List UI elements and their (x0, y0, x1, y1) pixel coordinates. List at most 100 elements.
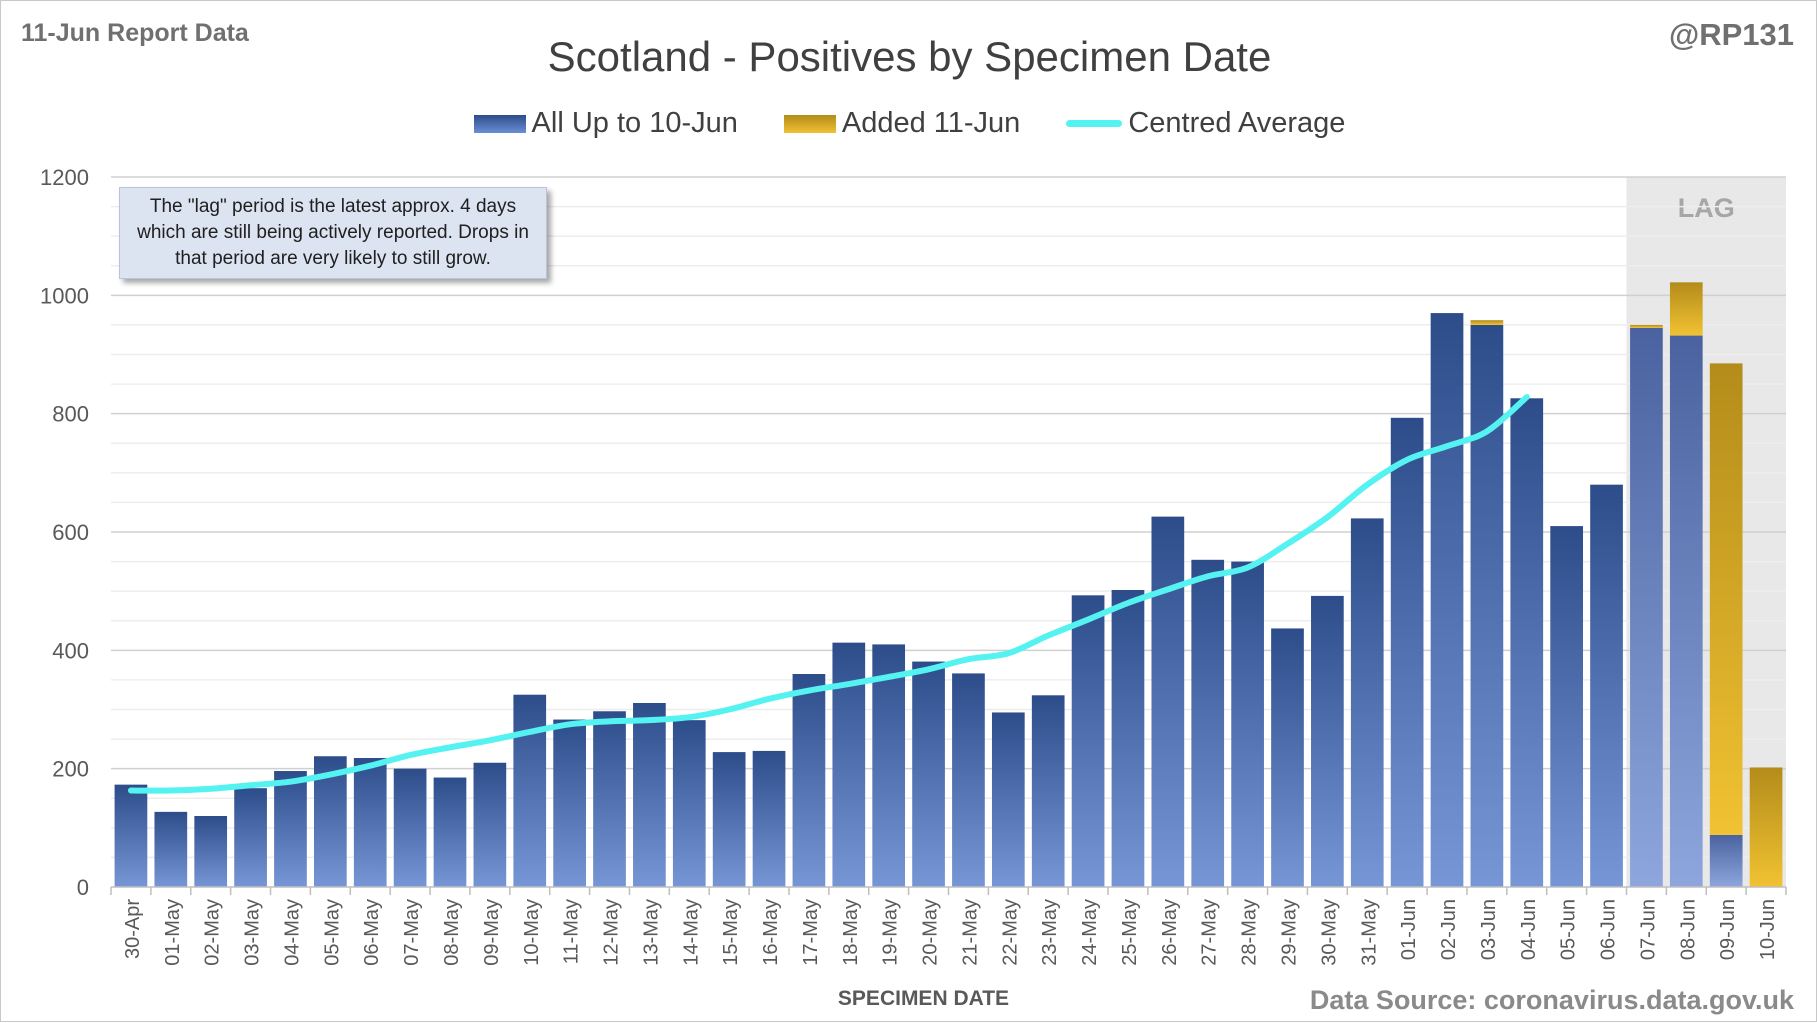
chart-title: Scotland - Positives by Specimen Date (547, 33, 1272, 80)
x-tick-label: 29-May (1278, 899, 1300, 966)
bar-all-up-to-06-May (353, 758, 387, 887)
bar-all-up-to-14-May (672, 720, 706, 887)
x-tick-label: 24-May (1079, 899, 1101, 966)
bar-added-10-Jun (1749, 767, 1783, 887)
bar-all-up-to-23-May (1031, 695, 1065, 887)
x-tick-label: 03-Jun (1478, 899, 1500, 960)
legend-swatch-line (1066, 120, 1123, 127)
legend-label-all-up-to: All Up to 10-Jun (531, 107, 738, 139)
x-tick-label: 01-May (162, 899, 184, 966)
legend-swatch-blue (473, 114, 526, 133)
lag-label: LAG (1678, 193, 1735, 223)
bar-all-up-to-29-May (1271, 628, 1304, 887)
bar-all-up-to-07-Jun (1630, 327, 1663, 887)
bar-added-09-Jun (1709, 363, 1743, 835)
y-tick-label: 1000 (40, 283, 89, 308)
y-tick-label: 400 (52, 638, 89, 663)
bar-added-03-Jun (1470, 320, 1504, 325)
legend-item-added: Added 11-Jun (783, 107, 1021, 140)
x-tick-label: 10-Jun (1757, 899, 1779, 960)
bar-all-up-to-05-Jun (1550, 526, 1584, 887)
legend-item-all-up-to: All Up to 10-Jun (473, 107, 738, 140)
x-tick-label: 22-May (999, 899, 1021, 966)
x-tick-label: 26-May (1159, 899, 1181, 966)
x-tick-label: 30-May (1318, 899, 1340, 966)
author-handle: @RP131 (1668, 17, 1794, 52)
x-tick-label: 06-Jun (1598, 899, 1620, 960)
bar-all-up-to-22-May (991, 712, 1025, 887)
bar-all-up-to-08-Jun (1669, 335, 1703, 888)
bar-all-up-to-01-May (154, 811, 188, 887)
bar-all-up-to-10-May (513, 694, 547, 887)
bar-all-up-to-30-May (1311, 595, 1344, 887)
legend-label-average: Centred Average (1128, 107, 1346, 139)
bar-all-up-to-08-May (433, 777, 467, 887)
x-tick-label: 16-May (760, 899, 782, 966)
bar-all-up-to-28-May (1231, 561, 1264, 887)
bar-all-up-to-04-Jun (1510, 398, 1544, 887)
y-tick-label: 1200 (40, 165, 89, 190)
lag-annotation-box: The "lag" period is the latest approx. 4… (119, 187, 547, 279)
bar-added-07-Jun (1630, 324, 1663, 328)
bar-all-up-to-16-May (752, 750, 786, 887)
x-tick-label: 01-Jun (1398, 899, 1420, 960)
x-tick-label: 07-Jun (1637, 899, 1659, 960)
bar-all-up-to-02-May (194, 816, 228, 887)
x-tick-label: 19-May (880, 899, 902, 966)
chart-legend: All Up to 10-Jun Added 11-Jun Centred Av… (1, 107, 1817, 140)
bar-all-up-to-03-May (234, 788, 267, 887)
bar-all-up-to-06-Jun (1590, 484, 1623, 887)
legend-swatch-gold (783, 114, 836, 133)
y-tick-label: 0 (77, 875, 89, 900)
bar-all-up-to-04-May (274, 771, 307, 887)
x-tick-label: 15-May (720, 899, 742, 966)
x-tick-label: 07-May (401, 899, 423, 966)
x-tick-label: 05-May (321, 899, 343, 966)
x-tick-label: 09-Jun (1717, 899, 1739, 960)
x-tick-label: 13-May (640, 899, 662, 966)
bar-all-up-to-24-May (1071, 595, 1105, 887)
x-tick-label: 05-Jun (1558, 899, 1580, 960)
x-tick-label: 04-Jun (1518, 899, 1540, 960)
x-tick-label: 25-May (1119, 899, 1141, 966)
bar-all-up-to-09-Jun (1709, 834, 1743, 887)
bar-all-up-to-12-May (593, 711, 626, 887)
bar-all-up-to-03-Jun (1470, 324, 1504, 888)
bar-all-up-to-09-May (473, 762, 507, 887)
x-tick-label: 30-Apr (122, 899, 144, 959)
bar-all-up-to-17-May (792, 674, 826, 887)
bar-all-up-to-19-May (872, 644, 906, 887)
bar-added-08-Jun (1669, 282, 1703, 336)
data-source-label: Data Source: coronavirus.data.gov.uk (1309, 985, 1794, 1015)
x-tick-label: 09-May (481, 899, 503, 966)
x-tick-label: 08-May (441, 899, 463, 966)
x-tick-label: 10-May (521, 899, 543, 966)
bar-all-up-to-01-Jun (1390, 417, 1424, 887)
bar-all-up-to-15-May (712, 752, 746, 887)
x-tick-label: 03-May (242, 899, 264, 966)
bar-all-up-to-07-May (393, 768, 427, 887)
x-tick-label: 21-May (959, 899, 981, 966)
x-tick-label: 31-May (1358, 899, 1380, 966)
y-tick-label: 600 (52, 520, 89, 545)
x-tick-label: 02-May (202, 899, 224, 966)
x-tick-label: 20-May (920, 899, 942, 966)
bar-all-up-to-25-May (1111, 589, 1145, 887)
legend-item-average: Centred Average (1066, 107, 1345, 140)
x-tick-label: 12-May (601, 899, 623, 966)
bar-all-up-to-11-May (553, 719, 586, 887)
x-tick-label: 14-May (680, 899, 702, 966)
report-date-label: 11-Jun Report Data (21, 19, 249, 47)
legend-label-added: Added 11-Jun (841, 107, 1021, 139)
bar-all-up-to-27-May (1191, 559, 1225, 887)
x-tick-label: 28-May (1239, 899, 1261, 966)
x-tick-label: 23-May (1039, 899, 1061, 966)
x-tick-label: 11-May (561, 899, 583, 964)
y-tick-label: 800 (52, 402, 89, 427)
x-tick-label: 06-May (361, 899, 383, 966)
x-tick-label: 08-Jun (1677, 899, 1699, 960)
x-tick-label: 18-May (840, 899, 862, 966)
bar-all-up-to-31-May (1350, 518, 1384, 887)
